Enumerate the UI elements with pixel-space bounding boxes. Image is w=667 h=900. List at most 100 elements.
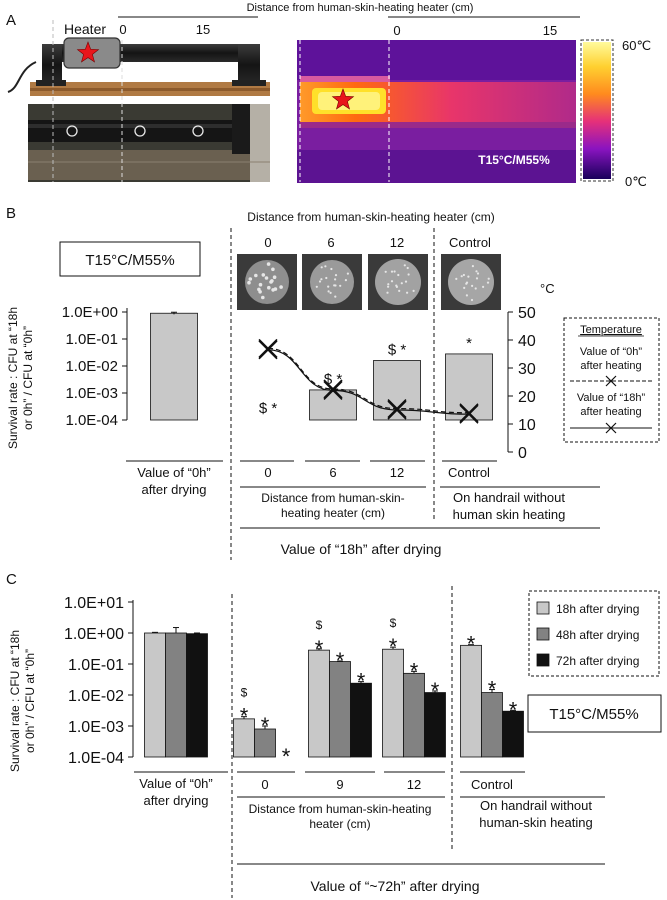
ylabel-b-line1: Survival rate : CFU at “18h — [6, 307, 20, 449]
control-b-line2: human skin heating — [453, 507, 566, 522]
bar-c-18h — [308, 649, 330, 758]
y-tick-label-c: 1.0E+00 — [64, 626, 124, 643]
panel-a-axis-title: Distance from human-skin-heating heater … — [247, 2, 474, 14]
temp-point — [387, 400, 407, 420]
colony-speck — [344, 279, 347, 282]
y-tick-label-b: 1.0E-03 — [65, 385, 118, 402]
colony-speck — [390, 280, 394, 283]
colony-speck — [320, 266, 323, 269]
colony-speck — [397, 273, 400, 277]
y-tick-label-c: 1.0E-04 — [68, 750, 124, 767]
xcat-c-12: 12 — [407, 777, 421, 792]
temp-unit: °C — [540, 281, 555, 296]
temp-point — [258, 338, 278, 358]
temp-line-solid — [267, 349, 470, 415]
legend-x-icon — [605, 422, 617, 434]
colony-speck — [406, 266, 409, 270]
x0h-b-line1: Value of “0h” — [137, 465, 210, 480]
panel-b-letter: B — [6, 205, 16, 222]
temp-tick-label: 10 — [518, 417, 536, 434]
colony-speck — [261, 273, 266, 277]
colony-speck — [475, 277, 479, 280]
colony-speck — [271, 267, 275, 272]
legend-c — [528, 590, 660, 677]
colony-speck — [404, 280, 408, 283]
colony-speck — [407, 273, 410, 276]
bar-b — [445, 353, 493, 421]
group-label-c-line2: heater (cm) — [309, 817, 370, 831]
thermal-tick-0: 0 — [393, 23, 400, 38]
bottom-label-b: Value of “18h” after drying — [281, 541, 442, 557]
colony-speck — [395, 285, 398, 288]
xcat-b-12: 12 — [390, 465, 404, 480]
colony-speck — [254, 273, 258, 278]
temp-point — [323, 379, 343, 399]
ylabel-b-line2: or 0h” / CFU at “0h” — [21, 326, 35, 430]
temp-point — [459, 403, 479, 423]
x0h-b-line2: after drying — [141, 482, 206, 497]
colony-speck — [273, 287, 278, 291]
colony-speck — [398, 289, 401, 292]
bar-c-48h — [165, 632, 187, 758]
group-label-b-line1: Distance from human-skin- — [261, 491, 404, 505]
colony-speck — [258, 290, 262, 294]
colony-speck — [320, 278, 323, 281]
temp-tick-label: 40 — [518, 333, 536, 350]
colony-speck — [393, 270, 396, 273]
annotation-c-star: * — [488, 677, 497, 702]
rail-top-photo — [28, 104, 270, 182]
colony-speck — [264, 276, 269, 280]
colony-speck — [412, 289, 415, 292]
temp-point — [258, 340, 278, 360]
annotation-c-star: * — [261, 713, 270, 738]
colony-speck — [315, 285, 318, 288]
colony-speck — [463, 286, 466, 289]
colony-speck — [248, 277, 253, 281]
colony-speck — [334, 284, 337, 287]
bar-c-72h — [186, 633, 208, 758]
x0h-c-line2: after drying — [143, 793, 208, 808]
annotation-c-dollar: $ — [316, 618, 323, 632]
y-tick-label-c: 1.0E-03 — [68, 719, 124, 736]
y-tick-label-c: 1.0E+01 — [64, 595, 124, 612]
bar-c-48h — [481, 692, 503, 758]
legend-b-item1-line1: Value of “0h” — [580, 346, 643, 358]
bar-c-18h — [144, 632, 166, 758]
xcat-c-0: 0 — [261, 777, 268, 792]
y-tick-label-c: 1.0E-02 — [68, 688, 124, 705]
colony-speck — [334, 274, 338, 277]
annotation-c-star: * — [410, 658, 419, 683]
colony-speck — [471, 265, 474, 268]
colony-speck — [247, 280, 251, 285]
annotation-c-star: * — [389, 634, 398, 659]
colony-speck — [475, 270, 478, 273]
annotation-c-star: * — [336, 648, 345, 673]
legend-c-18h: 18h after drying — [556, 602, 639, 616]
colony-speck — [346, 272, 349, 275]
panel-b: B T15°C/M55% Distance from human-skin-he… — [6, 205, 660, 560]
colony-speck — [272, 275, 277, 280]
panel-a-letter: A — [6, 12, 16, 29]
colony-speck — [486, 281, 490, 284]
legend-b-item1-line2: after heating — [580, 360, 641, 372]
control-c-line2: human-skin heating — [479, 815, 592, 830]
temp-point — [459, 404, 479, 424]
colony-speck — [266, 262, 271, 266]
bottom-label-c: Value of “~72h” after drying — [310, 878, 479, 894]
legend-c-48h: 48h after drying — [556, 628, 639, 642]
colony-speck — [482, 285, 485, 288]
colony-speck — [261, 295, 265, 300]
group-label-b-line2: heating heater (cm) — [281, 506, 385, 520]
bar-c-18h — [460, 644, 482, 758]
y-tick-label-c: 1.0E-01 — [68, 657, 124, 674]
colony-speck — [270, 279, 274, 283]
photo-label-12: 12 — [390, 235, 404, 250]
colony-speck — [327, 285, 330, 288]
ylabel-c-line2: or 0h” / CFU at “0h” — [23, 649, 37, 753]
annotation-c-star: * — [240, 704, 249, 729]
photo-tick-15: 15 — [196, 22, 210, 37]
temp-point — [323, 380, 343, 400]
colony-speck — [386, 291, 389, 294]
colony-speck — [470, 298, 474, 302]
